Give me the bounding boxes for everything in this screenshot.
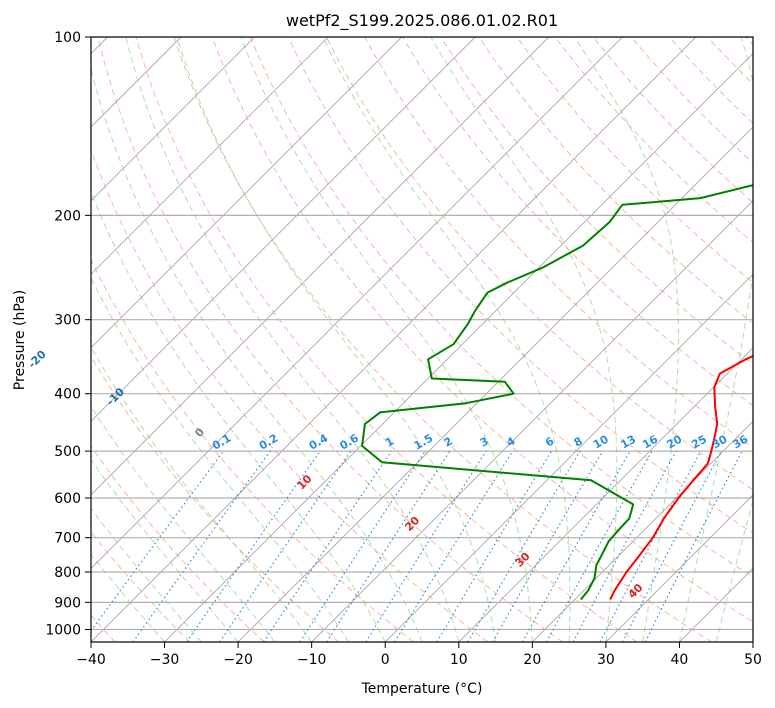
isotherm--50 bbox=[91, 37, 623, 570]
y-tick-label: 500 bbox=[54, 444, 81, 460]
isotherm-30 bbox=[605, 494, 753, 642]
moist-adiabat bbox=[176, 37, 497, 642]
moist-adiabat bbox=[91, 276, 349, 642]
mixing-ratio-line bbox=[599, 450, 702, 642]
moist-adiabat bbox=[240, 37, 533, 642]
isotherm--60 bbox=[91, 37, 550, 496]
isotherm--70 bbox=[91, 37, 476, 423]
mixing-ratio-line bbox=[263, 450, 393, 642]
x-tick-label: 30 bbox=[597, 652, 615, 668]
x-tick-label: −20 bbox=[223, 652, 253, 668]
mixing-ratio-line bbox=[299, 450, 426, 642]
isotherm--90 bbox=[91, 37, 329, 275]
mixing-ratio-line bbox=[436, 450, 553, 642]
x-tick-label: −40 bbox=[76, 652, 106, 668]
dry-adiabat bbox=[287, 37, 753, 534]
x-axis-label: Temperature (°C) bbox=[361, 681, 483, 697]
dry-adiabat bbox=[97, 37, 563, 642]
dry-adiabat bbox=[249, 37, 753, 578]
moist-adiabat bbox=[91, 553, 165, 642]
isotherm-0 bbox=[384, 273, 753, 642]
y-tick-label: 700 bbox=[54, 531, 81, 547]
chart-title: wetPf2_S199.2025.086.01.02.R01 bbox=[286, 11, 558, 31]
moist-adiabat bbox=[91, 507, 202, 642]
isotherm--100 bbox=[91, 37, 256, 202]
moist-adiabat bbox=[91, 190, 386, 642]
dry-adiabat bbox=[211, 37, 753, 623]
isotherm-20 bbox=[531, 420, 753, 642]
y-axis-label: Pressure (hPa) bbox=[12, 290, 28, 390]
mixing-ratio-line bbox=[365, 450, 487, 642]
moist-adiabat bbox=[574, 37, 679, 642]
y-tick-label: 1000 bbox=[45, 622, 81, 638]
x-tick-label: 10 bbox=[450, 652, 468, 668]
temperature-line bbox=[609, 354, 753, 600]
x-tick-label: −30 bbox=[150, 652, 180, 668]
mixing-ratio-line bbox=[219, 450, 352, 642]
y-tick-label: 600 bbox=[54, 491, 81, 507]
dewpoint-line bbox=[361, 184, 753, 601]
mixing-ratio-line bbox=[186, 450, 321, 642]
mixing-ratio-line bbox=[572, 450, 677, 642]
x-tick-label: 50 bbox=[744, 652, 762, 668]
dry-adiabat bbox=[326, 37, 753, 491]
moist-adiabat bbox=[91, 66, 423, 642]
moist-adiabat bbox=[91, 458, 239, 642]
moist-adiabat bbox=[430, 37, 618, 642]
isotherm-10 bbox=[458, 347, 753, 642]
dry-adiabat bbox=[173, 37, 713, 642]
mixing-ratio-line bbox=[326, 450, 451, 642]
y-tick-label: 100 bbox=[54, 30, 81, 46]
moist-adiabat bbox=[678, 37, 753, 642]
moist-adiabat bbox=[91, 405, 276, 642]
mixing-ratio-line bbox=[132, 450, 271, 642]
mixing-ratio-line bbox=[394, 450, 514, 642]
y-tick-label: 300 bbox=[54, 313, 81, 329]
isotherm--20 bbox=[237, 126, 753, 642]
dry-adiabat bbox=[135, 37, 638, 642]
x-tick-label: 40 bbox=[671, 652, 689, 668]
mixing-ratio-line bbox=[467, 450, 581, 642]
x-tick-label: 0 bbox=[381, 652, 390, 668]
moist-adiabat bbox=[125, 37, 460, 642]
dry-adiabat bbox=[91, 258, 414, 642]
moist-adiabat bbox=[322, 37, 571, 642]
y-tick-label: 900 bbox=[54, 595, 81, 611]
isotherm--80 bbox=[91, 37, 403, 349]
y-tick-label: 400 bbox=[54, 387, 81, 403]
x-tick-label: −10 bbox=[297, 652, 327, 668]
y-tick-label: 200 bbox=[54, 208, 81, 224]
plot-frame bbox=[90, 36, 754, 643]
moist-adiabat bbox=[91, 346, 313, 642]
x-tick-label: 20 bbox=[523, 652, 541, 668]
dry-adiabat bbox=[91, 445, 265, 642]
moist-adiabat bbox=[715, 498, 753, 642]
isotherm--30 bbox=[164, 52, 753, 642]
y-tick-label: 800 bbox=[54, 565, 81, 581]
